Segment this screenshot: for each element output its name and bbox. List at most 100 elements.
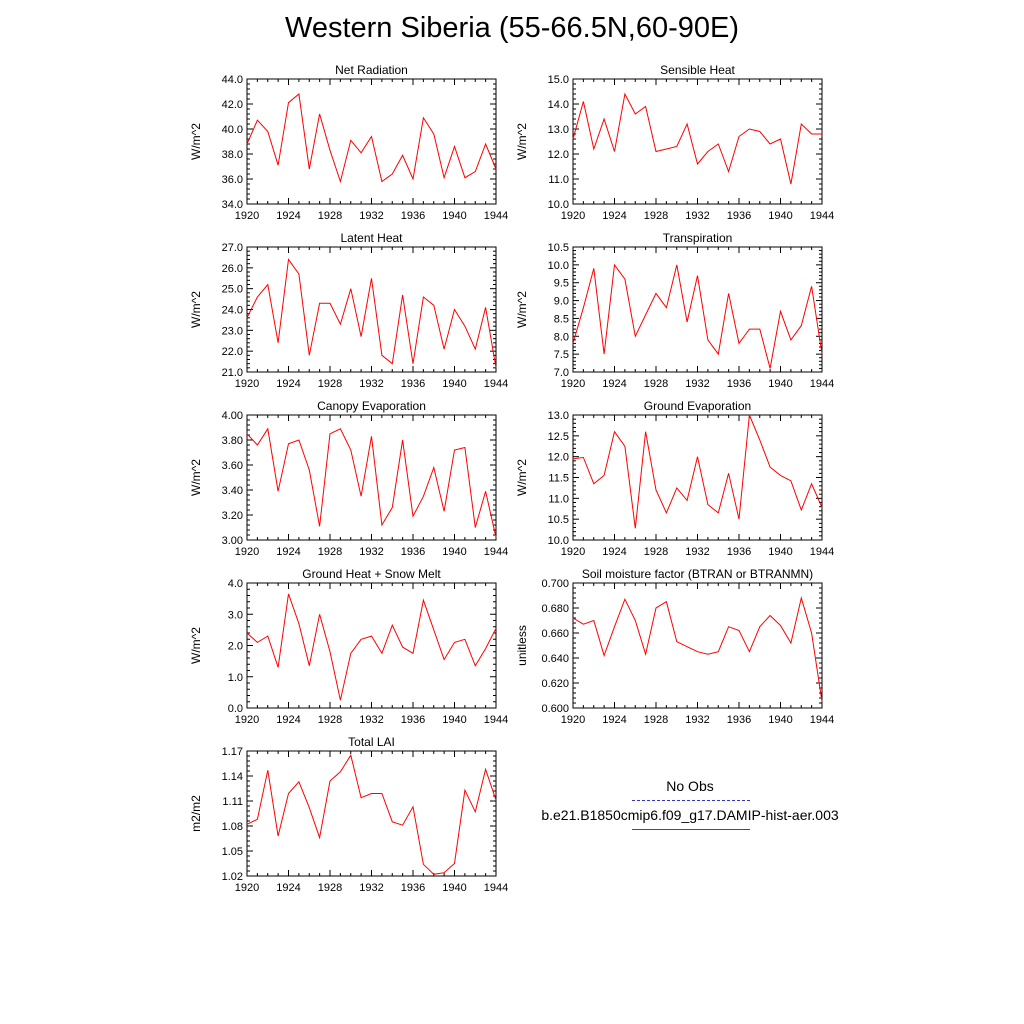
y-tick-label: 40.0 [222, 124, 243, 136]
y-tick-label: 7.5 [554, 349, 569, 361]
x-tick-label: 1932 [685, 210, 709, 222]
x-tick-label: 1936 [401, 210, 425, 222]
y-tick-label: 10.0 [548, 260, 569, 272]
y-tick-label: 8.5 [554, 313, 569, 325]
y-tick-label: 4.00 [222, 410, 243, 422]
x-tick-label: 1920 [235, 882, 259, 894]
x-tick-label: 1924 [276, 546, 300, 558]
x-tick-label: 1940 [442, 714, 466, 726]
panel-title: Latent Heat [340, 231, 403, 245]
x-tick-label: 1928 [644, 378, 668, 390]
x-tick-label: 1940 [768, 378, 792, 390]
y-tick-label: 2.0 [228, 641, 243, 653]
chart-panel-7: Soil moisture factor (BTRAN or BTRANMN) u… [515, 567, 834, 726]
y-tick-label: 0.700 [541, 578, 569, 590]
x-tick-label: 1940 [442, 210, 466, 222]
x-tick-label: 1936 [401, 378, 425, 390]
y-axis-label: W/m^2 [515, 291, 529, 328]
x-tick-label: 1932 [359, 714, 383, 726]
legend-label-model: b.e21.B1850cmip6.f09_g17.DAMIP-hist-aer.… [541, 807, 839, 823]
y-tick-label: 0.680 [541, 603, 569, 615]
chart-panel-3: Transpiration W/m^2 1920 1924 1928 1932 1936 19… [515, 231, 834, 390]
x-tick-label: 1940 [768, 546, 792, 558]
y-tick-label: 12.0 [548, 149, 569, 161]
chart-panel-8: Total LAI m2/m2 1920 1924 1928 1932 1936 1940 19… [189, 735, 508, 894]
x-tick-label: 1920 [235, 546, 259, 558]
x-tick-label: 1924 [602, 210, 626, 222]
plot-frame [246, 246, 497, 373]
x-tick-label: 1944 [810, 378, 834, 390]
y-tick-label: 10.5 [548, 242, 569, 254]
x-tick-label: 1920 [235, 378, 259, 390]
plot-frame [246, 414, 497, 541]
y-tick-label: 3.40 [222, 485, 243, 497]
series-line [572, 596, 823, 702]
x-tick-label: 1928 [644, 210, 668, 222]
series-line [246, 427, 497, 538]
y-tick-label: 11.5 [548, 473, 569, 485]
y-tick-label: 10.0 [548, 535, 569, 547]
y-tick-label: 1.17 [222, 746, 243, 758]
x-tick-label: 1940 [442, 378, 466, 390]
y-axis-label: m2/m2 [189, 795, 203, 832]
y-tick-label: 15.0 [548, 74, 569, 86]
y-tick-label: 0.0 [228, 703, 243, 715]
legend-line-model [632, 829, 750, 830]
y-tick-label: 0.660 [541, 628, 569, 640]
x-tick-label: 1944 [810, 714, 834, 726]
y-axis-label: W/m^2 [515, 123, 529, 160]
series-line [246, 93, 497, 184]
y-tick-label: 1.0 [228, 672, 243, 684]
y-tick-label: 11.0 [548, 174, 569, 186]
plot-frame [572, 78, 823, 205]
chart-panel-5: Ground Evaporation W/m^2 1920 1924 1928 1932 1… [515, 399, 834, 558]
x-tick-label: 1920 [235, 714, 259, 726]
x-tick-label: 1924 [276, 378, 300, 390]
y-tick-label: 36.0 [222, 174, 243, 186]
y-tick-label: 8.0 [554, 331, 569, 343]
x-tick-label: 1924 [276, 714, 300, 726]
chart-panel-6: Ground Heat + Snow Melt W/m^2 1920 1924 1928… [189, 567, 508, 726]
series-line [246, 258, 497, 368]
y-tick-label: 3.20 [222, 510, 243, 522]
panel-title: Sensible Heat [660, 63, 735, 77]
y-tick-label: 22.0 [222, 346, 243, 358]
y-tick-label: 1.05 [222, 846, 243, 858]
panel-title: Ground Evaporation [644, 399, 751, 413]
x-tick-label: 1924 [602, 378, 626, 390]
x-tick-label: 1920 [561, 546, 585, 558]
x-tick-label: 1924 [276, 210, 300, 222]
y-tick-label: 27.0 [222, 242, 243, 254]
y-tick-label: 10.5 [548, 514, 569, 526]
x-tick-label: 1932 [359, 882, 383, 894]
y-tick-label: 25.0 [222, 284, 243, 296]
y-tick-label: 1.11 [222, 796, 243, 808]
panel-title: Soil moisture factor (BTRAN or BTRANMN) [582, 567, 813, 581]
x-tick-label: 1928 [318, 546, 342, 558]
x-tick-label: 1944 [810, 210, 834, 222]
y-tick-label: 34.0 [222, 199, 243, 211]
x-tick-label: 1932 [685, 546, 709, 558]
x-tick-label: 1936 [727, 378, 751, 390]
y-tick-label: 44.0 [222, 74, 243, 86]
y-tick-label: 0.640 [541, 653, 569, 665]
y-axis-label: W/m^2 [189, 123, 203, 160]
y-tick-label: 3.0 [228, 609, 243, 621]
chart-panel-1: Sensible Heat W/m^2 1920 1924 1928 1932 1936 19… [515, 63, 834, 222]
y-tick-label: 38.0 [222, 149, 243, 161]
y-tick-label: 26.0 [222, 263, 243, 275]
panel-title: Net Radiation [335, 63, 408, 77]
y-tick-label: 9.5 [554, 278, 569, 290]
x-tick-label: 1940 [768, 714, 792, 726]
y-tick-label: 23.0 [222, 325, 243, 337]
y-tick-label: 10.0 [548, 199, 569, 211]
y-tick-label: 4.0 [228, 578, 243, 590]
x-tick-label: 1936 [401, 714, 425, 726]
x-tick-label: 1920 [561, 210, 585, 222]
x-tick-label: 1920 [561, 714, 585, 726]
y-axis-label: W/m^2 [515, 459, 529, 496]
x-tick-label: 1928 [644, 714, 668, 726]
page-title: Western Siberia (55-66.5N,60-90E) [284, 12, 740, 44]
series-line [572, 92, 822, 185]
